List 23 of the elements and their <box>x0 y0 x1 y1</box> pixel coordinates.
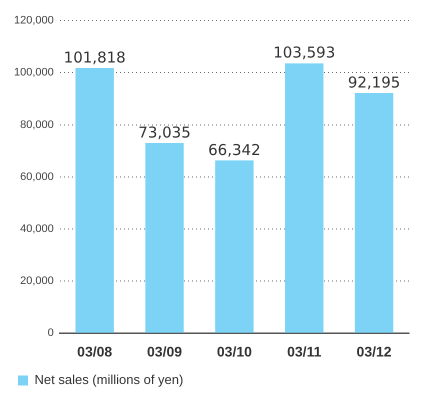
x-tick-label: 03/11 <box>287 343 322 360</box>
x-tick-label: 03/10 <box>216 343 252 360</box>
bar <box>354 93 394 333</box>
bar <box>75 68 114 333</box>
y-tick-label: 120,000 <box>14 14 54 27</box>
y-tick-label: 100,000 <box>14 66 54 79</box>
data-label: 92,195 <box>348 73 400 92</box>
bar <box>145 142 184 333</box>
y-tick-label: 40,000 <box>20 223 54 236</box>
data-label: 66,342 <box>208 140 261 159</box>
x-tick-label: 03/12 <box>356 343 392 360</box>
x-tick-label: 03/09 <box>147 343 182 360</box>
data-label: 101,818 <box>64 48 126 66</box>
legend-label: Net sales (millions of yen) <box>34 372 184 388</box>
y-tick-label: 80,000 <box>20 118 54 131</box>
bar <box>215 160 254 333</box>
data-label: 73,035 <box>138 123 191 142</box>
y-tick-label: 0 <box>48 327 54 340</box>
y-tick-label: 20,000 <box>20 275 54 288</box>
y-tick-label: 60,000 <box>20 170 54 183</box>
x-tick-label: 03/08 <box>77 343 112 360</box>
data-label: 103,593 <box>273 44 336 62</box>
bar <box>285 63 324 333</box>
